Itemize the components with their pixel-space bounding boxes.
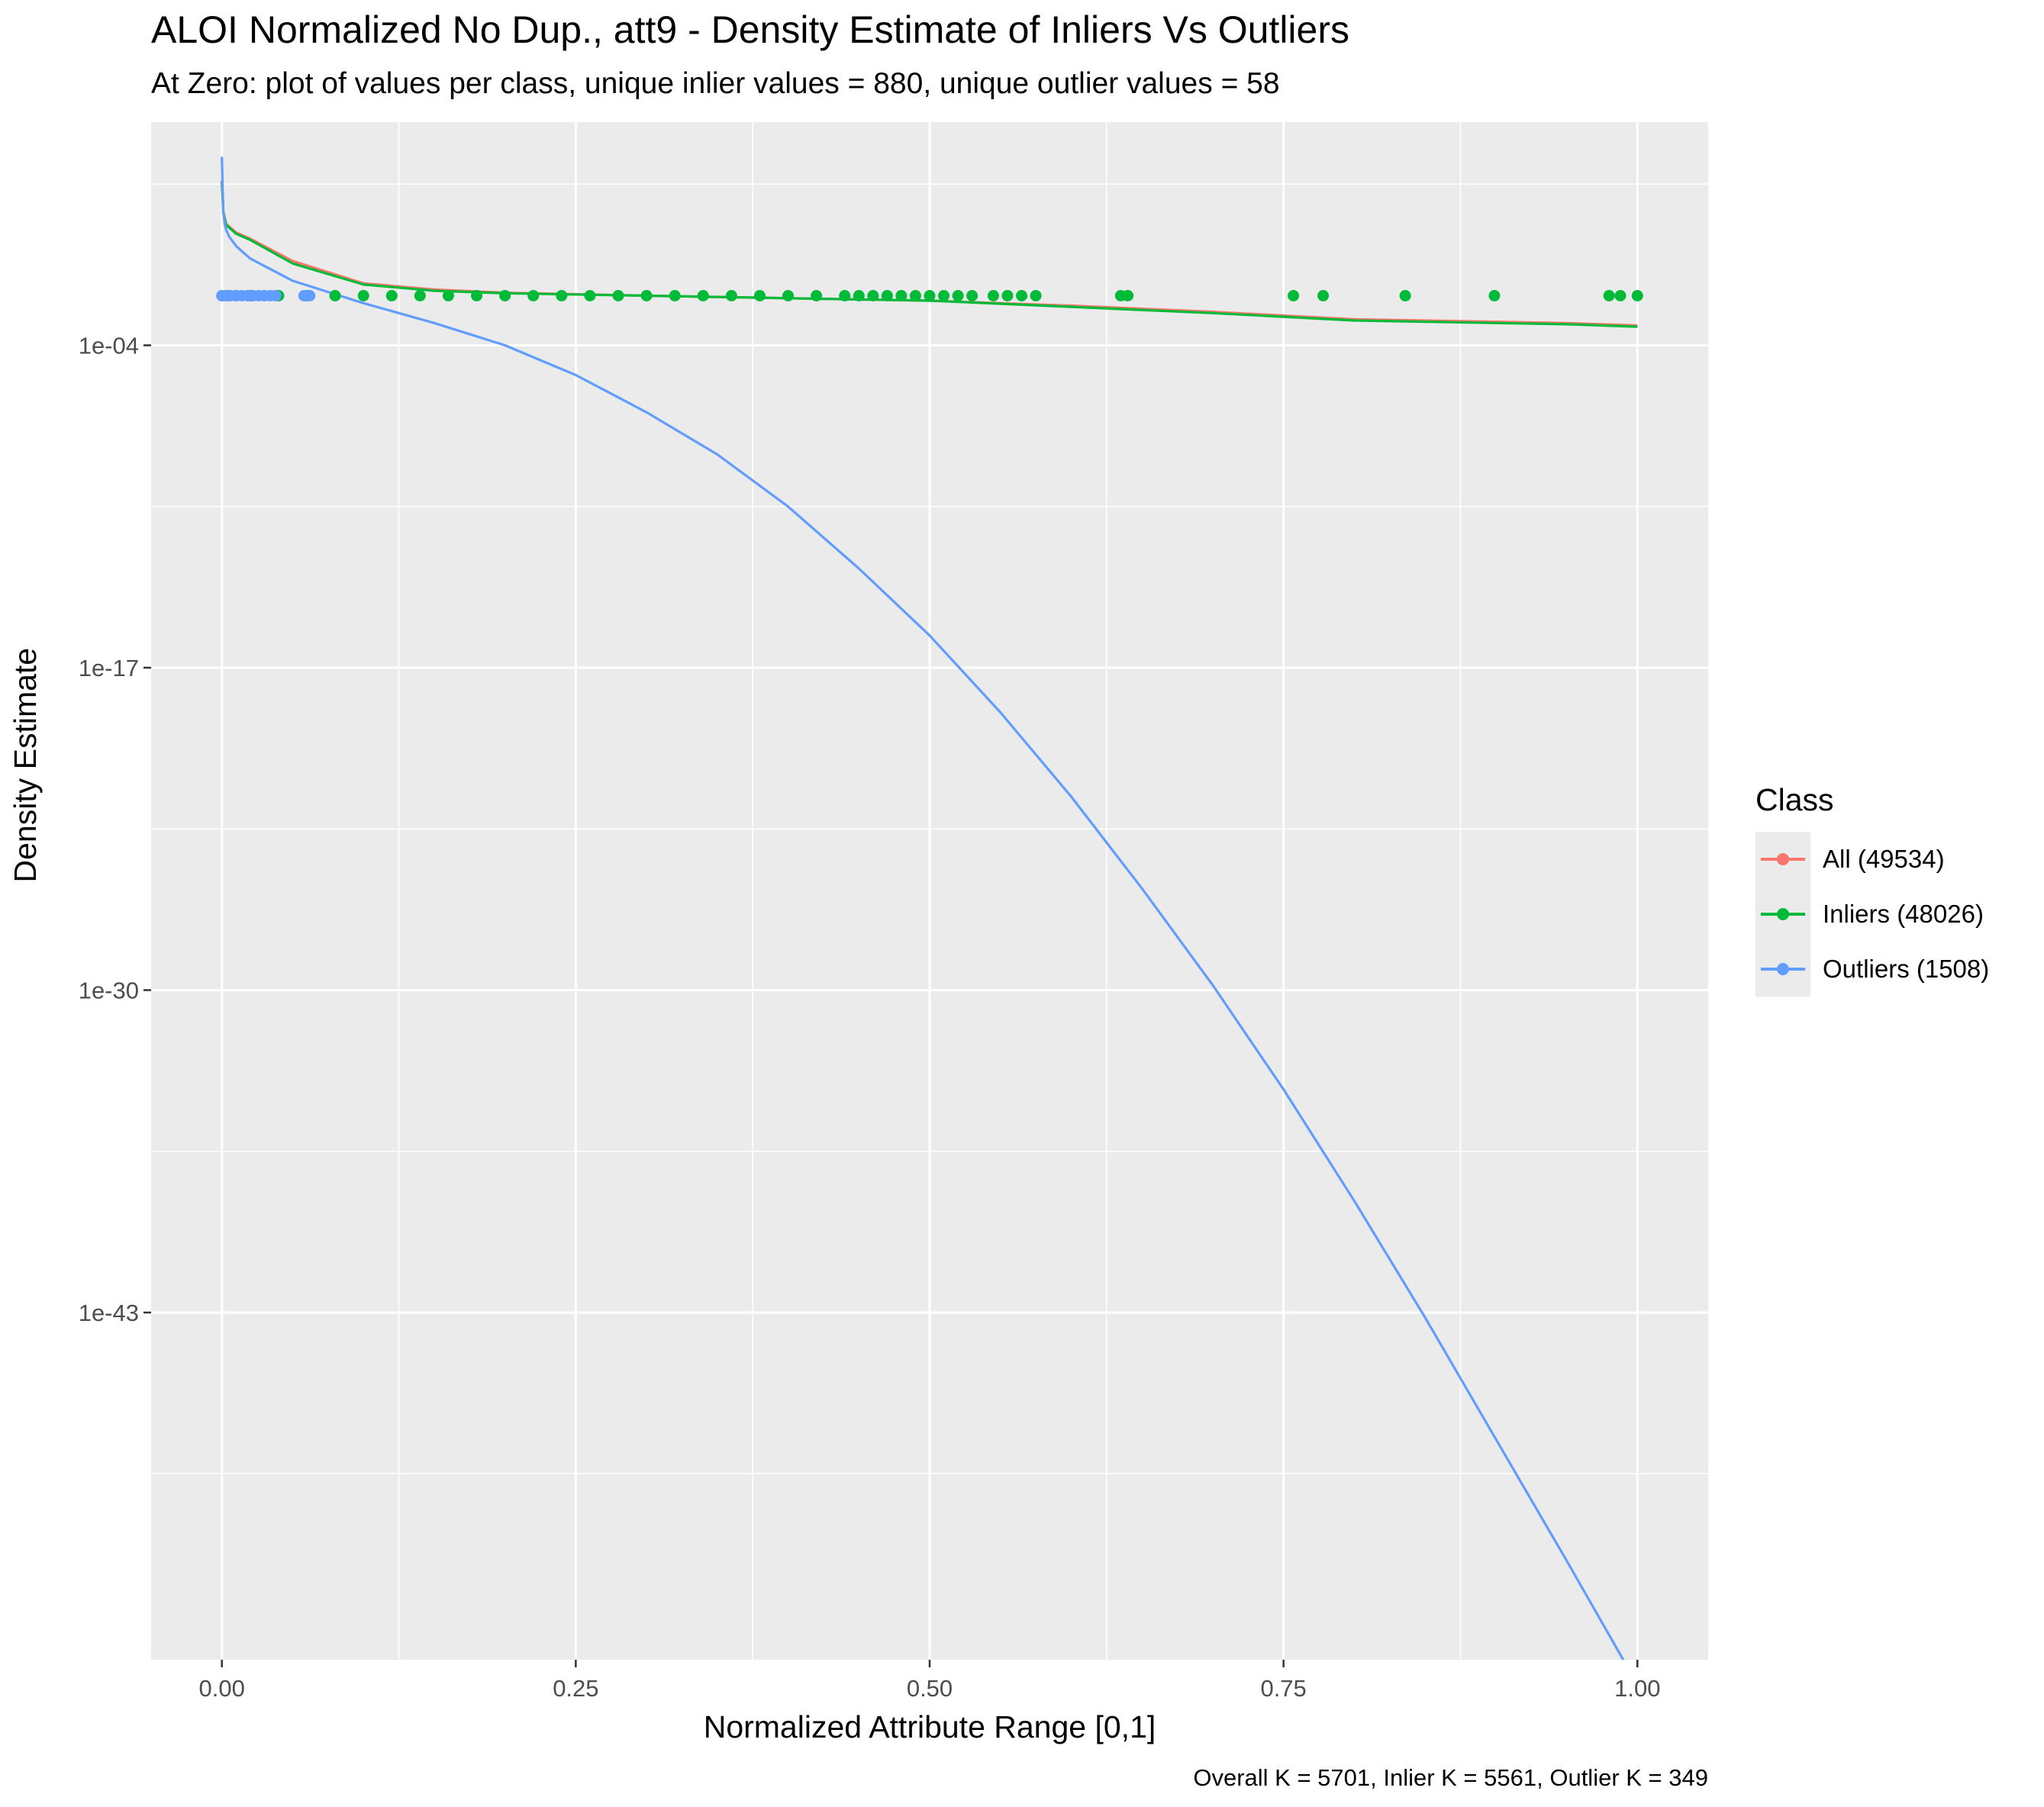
x-axis-label: Normalized Attribute Range [0,1]: [703, 1709, 1156, 1744]
series-point-inliers: [1122, 290, 1134, 301]
y-tick-label: 1e-43: [79, 1300, 139, 1326]
legend-title: Class: [1755, 782, 1834, 817]
legend-item-all: All (49534): [1755, 832, 1989, 887]
series-point-inliers: [556, 290, 568, 301]
series-point-inliers: [1288, 290, 1300, 301]
series-point-inliers: [697, 290, 709, 301]
series-point-inliers: [414, 290, 426, 301]
series-point-inliers: [357, 290, 369, 301]
series-point-inliers: [669, 290, 681, 301]
series-point-inliers: [782, 290, 795, 301]
series-point-inliers: [640, 290, 653, 301]
series-point-inliers: [987, 290, 999, 301]
series-point-inliers: [385, 290, 398, 301]
series-point-inliers: [966, 290, 978, 301]
x-tick-label: 1.00: [1614, 1675, 1660, 1702]
series-point-inliers: [471, 290, 483, 301]
series-point-inliers: [527, 290, 540, 301]
series-point-inliers: [1603, 290, 1615, 301]
chart-subtitle: At Zero: plot of values per class, uniqu…: [151, 67, 1280, 100]
chart-title: ALOI Normalized No Dup., att9 - Density …: [151, 8, 1349, 51]
series-point-inliers: [442, 290, 454, 301]
series-point-inliers: [952, 290, 964, 301]
legend: Class All (49534) Inliers (48026) Outlie…: [1755, 782, 1989, 997]
x-tick-label: 0.75: [1260, 1675, 1306, 1702]
series-point-inliers: [753, 290, 766, 301]
y-tick-label: 1e-30: [79, 978, 139, 1004]
y-tick-label: 1e-04: [79, 333, 139, 359]
series-point-inliers: [938, 290, 950, 301]
series-point-inliers: [725, 290, 737, 301]
legend-label-inliers: Inliers (48026): [1823, 900, 1984, 928]
legend-item-outliers: Outliers (1508): [1755, 942, 1989, 997]
series-point-inliers: [1001, 290, 1014, 301]
series-line-outliers: [221, 156, 1625, 1660]
legend-label-outliers: Outliers (1508): [1823, 955, 1990, 983]
chart-caption: Overall K = 5701, Inlier K = 5561, Outli…: [1193, 1764, 1708, 1791]
series-point-inliers: [811, 290, 823, 301]
series-point-inliers: [1016, 290, 1028, 301]
series-point-inliers: [895, 290, 908, 301]
x-tick-label: 0.50: [907, 1675, 953, 1702]
series-point-inliers: [867, 290, 879, 301]
series-point-outliers: [304, 290, 316, 301]
series-point-inliers: [584, 290, 596, 301]
series-point-outliers: [269, 290, 282, 301]
series-point-inliers: [839, 290, 851, 301]
series-point-inliers: [924, 290, 936, 301]
series-point-inliers: [1614, 290, 1626, 301]
series-point-inliers: [499, 290, 511, 301]
legend-key-all: [1755, 832, 1810, 887]
series-point-inliers: [1631, 290, 1643, 301]
series-point-inliers: [1399, 290, 1411, 301]
series-point-inliers: [329, 290, 341, 301]
legend-key-inliers: [1755, 887, 1810, 942]
y-axis-label: Density Estimate: [8, 647, 43, 883]
series-point-inliers: [612, 290, 624, 301]
series-point-inliers: [881, 290, 893, 301]
legend-item-inliers: Inliers (48026): [1755, 887, 1989, 942]
x-tick-label: 0.00: [199, 1675, 245, 1702]
legend-label-all: All (49534): [1823, 845, 1945, 873]
y-tick-label: 1e-17: [79, 655, 139, 681]
series-point-inliers: [1030, 290, 1042, 301]
series-point-inliers: [853, 290, 865, 301]
series-line-inliers: [221, 181, 1638, 328]
series-point-inliers: [1488, 290, 1501, 301]
series-point-inliers: [1317, 290, 1330, 301]
x-tick-label: 0.25: [553, 1675, 598, 1702]
series-point-inliers: [909, 290, 921, 301]
legend-key-outliers: [1755, 942, 1810, 997]
